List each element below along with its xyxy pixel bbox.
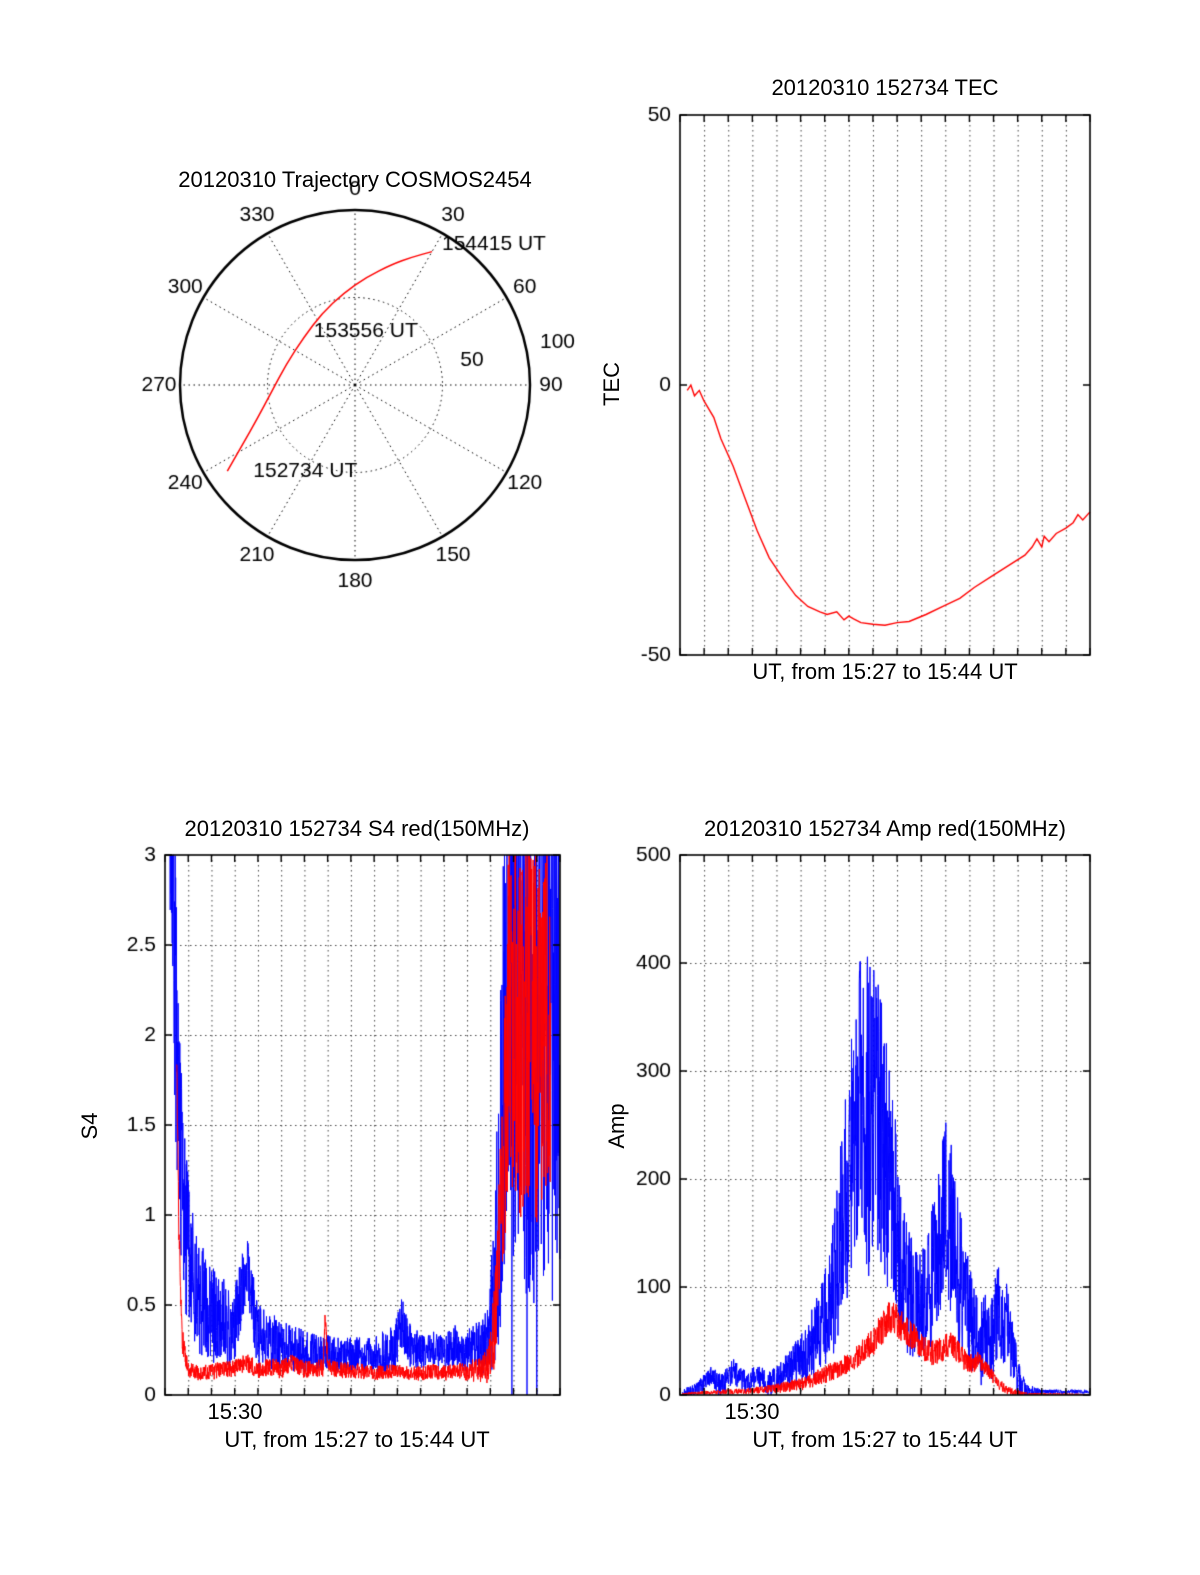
amp-xtick-label: 15:30 [724,1399,780,1424]
amp-xlabel: UT, from 15:27 to 15:44 UT [752,1427,1018,1452]
s4-xtick-label: 15:30 [207,1399,263,1424]
s4-xlabel: UT, from 15:27 to 15:44 UT [224,1427,490,1452]
s4-chart [100,830,600,1450]
tec-chart [580,90,1120,700]
tec-xlabel: UT, from 15:27 to 15:44 UT [752,659,1018,684]
trajectory-polar-chart [110,155,610,615]
amp-chart [600,830,1140,1450]
s4-ylabel: S4 [77,1112,102,1140]
